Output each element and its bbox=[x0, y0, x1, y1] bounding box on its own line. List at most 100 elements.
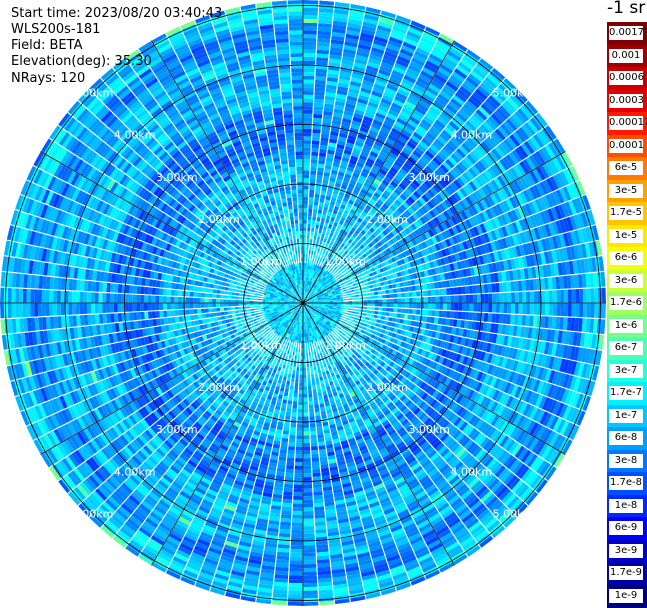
range-gate-cell bbox=[303, 500, 314, 504]
range-gate-cell bbox=[303, 560, 317, 564]
range-gate-cell bbox=[292, 511, 303, 515]
range-gate-cell bbox=[500, 293, 504, 304]
range-gate-cell bbox=[303, 61, 316, 65]
range-gate-cell bbox=[553, 303, 557, 316]
range-gate-cell bbox=[303, 602, 319, 606]
range-gate-cell bbox=[534, 303, 538, 315]
range-gate-cell bbox=[454, 287, 458, 295]
range-gate-cell bbox=[303, 594, 319, 598]
range-gate-cell bbox=[553, 290, 557, 303]
range-gate-cell bbox=[297, 413, 303, 417]
range-gate-cell bbox=[303, 583, 318, 587]
range-gate-cell bbox=[564, 289, 568, 303]
range-gate-cell bbox=[454, 303, 458, 311]
range-gate-cell bbox=[284, 484, 294, 489]
range-gate-cell bbox=[428, 296, 432, 303]
range-gate-cell bbox=[469, 294, 473, 303]
range-gate-cell bbox=[292, 515, 303, 519]
range-gate-cell bbox=[303, 556, 317, 560]
range-gate-cell bbox=[522, 291, 526, 303]
range-gate-cell bbox=[285, 473, 294, 478]
range-gate-cell bbox=[303, 167, 310, 171]
range-gate-cell bbox=[492, 303, 496, 313]
range-gate-cell bbox=[311, 450, 319, 454]
range-gate-cell bbox=[288, 579, 303, 583]
range-gate-cell bbox=[293, 496, 303, 500]
range-gate-cell bbox=[579, 303, 583, 318]
range-gate-cell bbox=[303, 8, 319, 12]
range-gate-cell bbox=[495, 282, 500, 293]
range-gate-cell bbox=[288, 591, 303, 595]
range-gate-cell bbox=[310, 159, 318, 163]
range-gate-cell bbox=[303, 193, 309, 197]
range-gate-cell bbox=[556, 290, 560, 304]
range-gate-cell bbox=[303, 568, 317, 572]
range-gate-cell bbox=[291, 530, 303, 534]
range-gate-cell bbox=[466, 294, 470, 303]
range-gate-cell bbox=[303, 473, 312, 477]
range-gate-cell bbox=[473, 303, 477, 312]
range-gate-cell bbox=[454, 311, 458, 319]
range-gate-cell bbox=[303, 451, 311, 455]
range-gate-cell bbox=[303, 394, 308, 398]
range-gate-cell bbox=[289, 560, 303, 564]
range-gate-cell bbox=[294, 469, 303, 473]
range-gate-cell bbox=[303, 159, 311, 163]
range-gate-cell bbox=[303, 575, 318, 579]
range-gate-cell bbox=[290, 424, 297, 428]
range-gate-cell bbox=[310, 174, 317, 178]
range-gate-cell bbox=[303, 466, 312, 470]
range-gate-cell bbox=[303, 136, 312, 140]
range-gate-cell bbox=[485, 303, 489, 313]
range-gate-cell bbox=[291, 412, 297, 416]
range-gate-cell bbox=[473, 285, 478, 294]
range-gate-cell bbox=[303, 45, 317, 49]
range-gate-cell bbox=[506, 281, 511, 292]
range-gate-cell bbox=[303, 424, 310, 428]
range-gate-cell bbox=[303, 458, 311, 462]
range-gate-cell bbox=[443, 303, 447, 311]
range-gate-cell bbox=[583, 303, 587, 318]
range-gate-cell bbox=[313, 491, 323, 496]
range-gate-cell bbox=[511, 292, 515, 303]
range-gate-cell bbox=[575, 289, 579, 304]
range-gate-cell bbox=[465, 286, 469, 295]
range-gate-cell bbox=[447, 303, 451, 311]
range-gate-cell bbox=[303, 129, 312, 133]
range-gate-cell bbox=[285, 469, 294, 474]
range-gate-cell bbox=[572, 303, 576, 317]
range-gate-cell bbox=[496, 303, 500, 313]
range-gate-cell bbox=[309, 416, 315, 420]
range-gate-cell bbox=[303, 34, 317, 38]
range-gate-cell bbox=[309, 186, 315, 190]
range-gate-cell bbox=[579, 288, 583, 303]
range-gate-cell bbox=[303, 439, 310, 443]
range-gate-cell bbox=[309, 409, 315, 413]
range-gate-cell bbox=[303, 522, 315, 526]
range-gate-cell bbox=[507, 303, 511, 314]
range-gate-cell bbox=[526, 291, 530, 303]
range-gate-cell bbox=[412, 309, 416, 315]
range-gate-cell bbox=[417, 303, 421, 309]
range-gate-cell bbox=[432, 296, 436, 303]
range-gate-cell bbox=[293, 485, 303, 489]
range-gate-cell bbox=[541, 303, 545, 316]
range-gate-cell bbox=[515, 303, 519, 314]
range-gate-cell bbox=[303, 591, 318, 595]
range-gate-cell bbox=[575, 303, 579, 318]
range-gate-cell bbox=[488, 293, 492, 303]
range-gate-cell bbox=[477, 303, 481, 312]
range-gate-cell bbox=[311, 446, 319, 450]
range-gate-cell bbox=[303, 72, 315, 76]
range-gate-cell bbox=[424, 290, 428, 297]
range-gate-cell bbox=[303, 170, 310, 174]
range-gate-cell bbox=[303, 507, 314, 511]
range-gate-cell bbox=[303, 144, 311, 148]
range-gate-cell bbox=[473, 312, 478, 321]
range-gate-cell bbox=[416, 291, 420, 297]
range-gate-cell bbox=[491, 313, 496, 323]
range-gate-cell bbox=[450, 311, 454, 319]
range-gate-cell bbox=[602, 287, 606, 303]
range-gate-cell bbox=[303, 11, 318, 15]
range-gate-cell bbox=[288, 439, 296, 443]
